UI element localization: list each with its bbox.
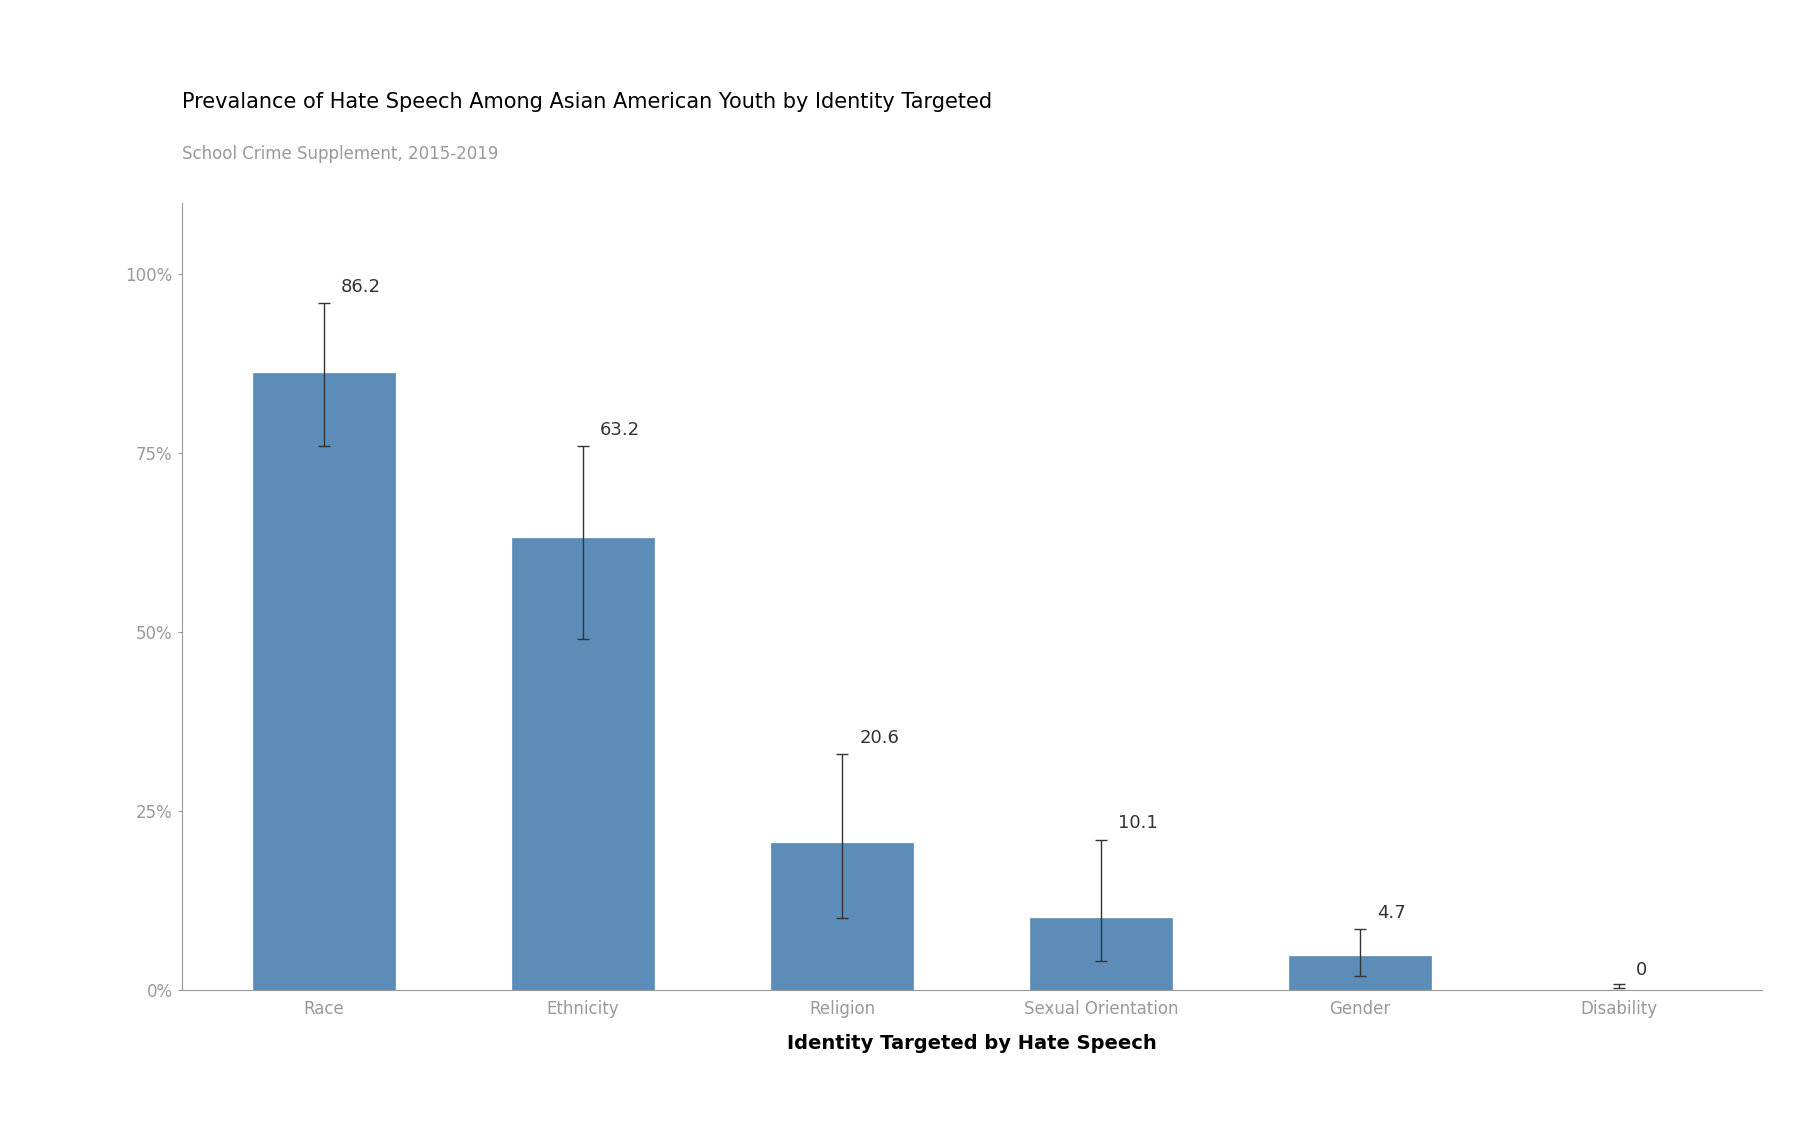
Bar <box>1030 918 1173 990</box>
Text: 63.2: 63.2 <box>599 421 641 439</box>
Bar <box>770 843 913 990</box>
Bar <box>1289 956 1431 990</box>
Text: 0: 0 <box>1636 961 1647 979</box>
Text: 10.1: 10.1 <box>1119 814 1159 832</box>
Text: School Crime Supplement, 2015-2019: School Crime Supplement, 2015-2019 <box>182 145 498 163</box>
Text: 4.7: 4.7 <box>1377 904 1406 922</box>
Text: 86.2: 86.2 <box>341 278 381 296</box>
X-axis label: Identity Targeted by Hate Speech: Identity Targeted by Hate Speech <box>786 1034 1157 1053</box>
Bar <box>512 538 654 990</box>
Bar <box>252 372 396 990</box>
Text: Prevalance of Hate Speech Among Asian American Youth by Identity Targeted: Prevalance of Hate Speech Among Asian Am… <box>182 92 992 112</box>
Text: 20.6: 20.6 <box>859 729 899 747</box>
